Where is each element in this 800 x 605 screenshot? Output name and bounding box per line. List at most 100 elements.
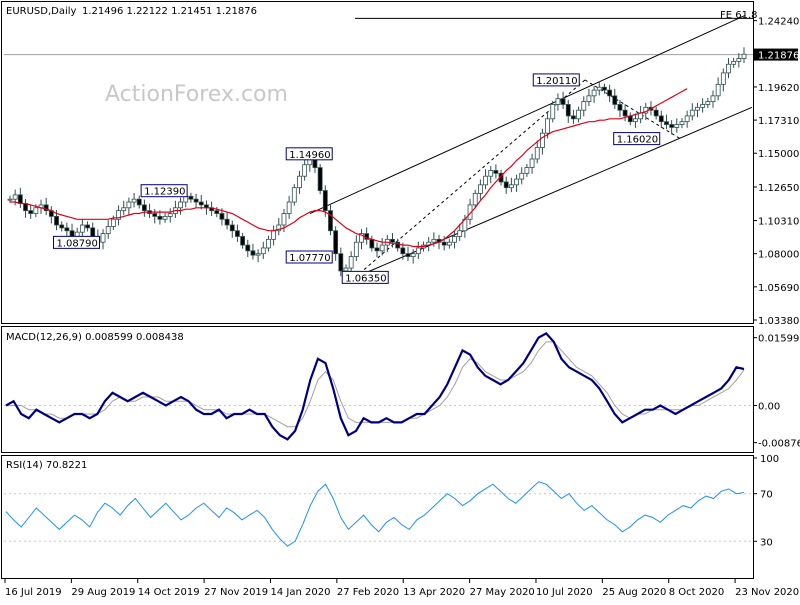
- candle-body: [110, 218, 116, 227]
- candle-body: [193, 198, 199, 203]
- candle-body: [741, 53, 747, 59]
- candle-body: [576, 109, 581, 120]
- rsi-tick-label: 70: [760, 490, 773, 501]
- candle-body: [338, 253, 344, 272]
- candle-body: [395, 241, 401, 249]
- price-tick-label: 1.12650: [758, 183, 799, 194]
- candle-body: [400, 247, 406, 255]
- rsi-axis: 100 70 30: [4, 454, 779, 548]
- candle-body: [493, 170, 499, 174]
- price-label-text: 1.14960: [289, 150, 330, 161]
- price-label-box: [613, 132, 661, 146]
- rsi-lines: [5, 481, 745, 547]
- price-tick-label: 1.15000: [758, 149, 799, 160]
- dashed-rise: [354, 79, 586, 278]
- candle-body: [555, 98, 561, 105]
- candle-body: [271, 230, 277, 240]
- candle-body: [188, 195, 194, 200]
- price-label-text: 1.12390: [144, 187, 185, 198]
- macd-signal-path: [6, 341, 745, 428]
- price-label-text: 1.08790: [57, 238, 98, 249]
- candle-body: [116, 210, 121, 220]
- candle-body: [715, 83, 721, 97]
- candle-body: [260, 247, 266, 255]
- price-label-box: [53, 235, 101, 249]
- candle-body: [540, 132, 545, 148]
- candle-body: [322, 190, 328, 212]
- candle-body: [126, 201, 132, 209]
- candle-body: [333, 230, 339, 255]
- candle-body: [276, 224, 282, 232]
- candle-body: [581, 101, 587, 111]
- candle-body: [405, 253, 411, 257]
- price-label-text: 1.20110: [536, 76, 577, 87]
- x-tick-label: 14 Oct 2019: [138, 587, 200, 598]
- current-price-box: [754, 48, 798, 61]
- rsi-label: RSI(14) 70.8221: [6, 460, 87, 471]
- macd-lines: [5, 332, 745, 441]
- price-tick-label: 1.10310: [758, 217, 799, 228]
- candle-body: [550, 104, 556, 120]
- candle-body: [705, 101, 711, 105]
- macd-panel-frame: [1, 326, 754, 453]
- moving-average: [10, 88, 688, 248]
- price-tick-label: 1.24240: [758, 17, 799, 28]
- candle-body: [622, 109, 628, 117]
- candle-body: [390, 238, 395, 243]
- candle-body: [586, 95, 592, 102]
- price-label-box: [285, 147, 333, 161]
- candle-body: [410, 253, 416, 257]
- candle-body: [472, 193, 478, 206]
- channel-lower: [354, 106, 753, 278]
- candle-body: [571, 115, 576, 120]
- candle-body: [121, 207, 127, 212]
- candle-body: [710, 95, 716, 102]
- ma-path: [10, 88, 688, 248]
- candle-body: [255, 253, 261, 256]
- candle-body: [689, 109, 695, 117]
- candle-body: [545, 118, 550, 134]
- candle-body: [240, 236, 246, 246]
- candle-body: [54, 215, 59, 226]
- price-label-box: [341, 270, 389, 284]
- candle-body: [178, 201, 183, 209]
- candle-body: [136, 198, 142, 206]
- chart-header-symbol: EURUSD,Daily: [6, 6, 77, 17]
- x-tick-label: 27 Nov 2019: [204, 587, 268, 598]
- candle-body: [266, 238, 271, 249]
- candle-body: [7, 198, 13, 201]
- candle-body: [353, 241, 359, 257]
- x-tick-label: 23 Nov 2020: [735, 587, 799, 598]
- candle-body: [415, 247, 421, 255]
- candle-body: [565, 104, 571, 117]
- candle-body: [720, 72, 726, 85]
- candle-body: [219, 213, 225, 220]
- x-tick-label: 27 Feb 2020: [337, 587, 399, 598]
- candle-body: [695, 106, 700, 111]
- channel-upper: [309, 15, 746, 214]
- candle-body: [503, 181, 509, 189]
- candle-body: [235, 230, 240, 237]
- price-label-text: 1.07770: [289, 253, 330, 264]
- candle-body: [131, 198, 137, 203]
- candle-body: [162, 215, 168, 220]
- candle-body: [250, 250, 256, 256]
- candle-body: [508, 184, 514, 189]
- candle-body: [736, 58, 742, 62]
- candle-body: [12, 194, 18, 200]
- candle-body: [245, 244, 251, 252]
- candle-body: [297, 175, 302, 189]
- candle-body: [141, 204, 147, 212]
- candle-body: [17, 194, 23, 204]
- candle-body: [519, 172, 525, 180]
- current-price-label: 1.21876: [758, 51, 799, 62]
- price-tick-label: 1.05690: [758, 283, 799, 294]
- rsi-path: [5, 481, 745, 547]
- rsi-tick-label: 30: [760, 537, 773, 548]
- macd-tick-label: 0.015991: [758, 334, 800, 345]
- x-tick-label: 8 Oct 2020: [669, 587, 724, 598]
- price-tick-label: 1.19620: [758, 83, 799, 94]
- candle-body: [488, 170, 494, 177]
- candle-body: [731, 61, 737, 65]
- candle-body: [602, 86, 607, 91]
